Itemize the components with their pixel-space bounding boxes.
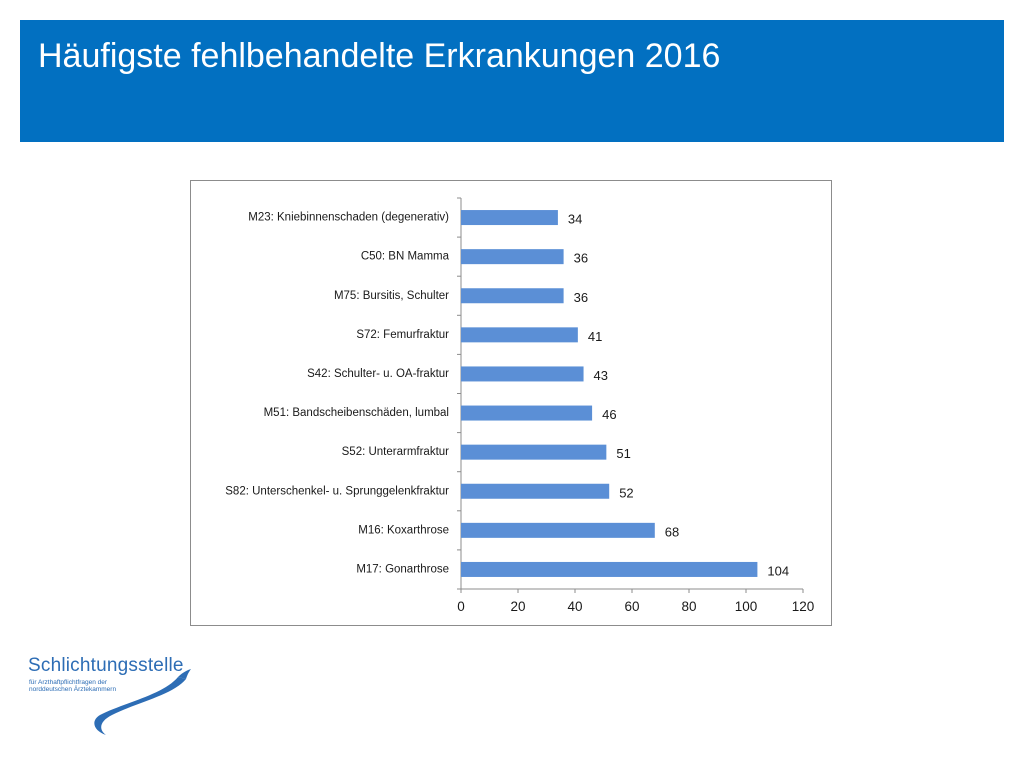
x-tick-label: 100 [735, 599, 758, 614]
logo-swoosh-icon [94, 669, 191, 735]
bar-chart: 0 20 40 60 80 100 120 M23: Kniebinnenschaden (d… [225, 197, 815, 614]
logo-wordmark: Schlichtungsstelle [28, 655, 184, 676]
category-label: M23: Kniebinnenschaden (degenerativ) [248, 212, 449, 224]
category-label: M51: Bandscheibenschäden, lumbal [264, 407, 449, 419]
x-tick-label: 0 [457, 599, 465, 614]
category-label: C50: BN Mamma [361, 251, 450, 263]
logo-subline-1: für Arzthaftpflichtfragen der [29, 679, 108, 686]
bar [461, 327, 578, 343]
value-label: 68 [665, 524, 679, 539]
value-label: 104 [767, 563, 789, 578]
x-tick-label: 40 [567, 599, 582, 614]
category-label: M16: Koxarthrose [358, 524, 449, 536]
value-label: 52 [619, 485, 633, 500]
x-tick-label: 60 [624, 599, 639, 614]
bar [461, 483, 610, 499]
value-label: 34 [568, 212, 582, 227]
category-label: S72: Femurfraktur [356, 329, 449, 341]
chart-frame: 0 20 40 60 80 100 120 M23: Kniebinnenschaden (d… [190, 180, 832, 626]
schlichtungsstelle-logo: Schlichtungsstelle für Arzthaftpflichtfr… [28, 655, 193, 740]
x-tick-label: 20 [510, 599, 525, 614]
x-tick-label: 120 [792, 599, 815, 614]
category-label: S42: Schulter- u. OA-fraktur [307, 368, 449, 380]
bar [461, 444, 607, 460]
value-label: 46 [602, 407, 616, 422]
slide-title: Häufigste fehlbehandelte Erkrankungen 20… [38, 37, 721, 75]
category-label: M17: Gonarthrose [356, 563, 449, 575]
bar [461, 561, 758, 577]
header-band: Häufigste fehlbehandelte Erkrankungen 20… [20, 20, 1004, 142]
logo-subline-2: norddeutschen Ärztekammern [29, 686, 117, 693]
category-label: S82: Unterschenkel- u. Sprunggelenkfrakt… [225, 485, 449, 497]
bar [461, 366, 584, 382]
value-label: 51 [616, 446, 630, 461]
bar [461, 522, 655, 538]
bar [461, 210, 558, 226]
category-label: M75: Bursitis, Schulter [334, 290, 449, 302]
x-tick-label: 80 [681, 599, 696, 614]
value-label: 43 [594, 368, 608, 383]
value-label: 36 [574, 290, 588, 305]
bar [461, 249, 564, 265]
category-label: S52: Unterarmfraktur [342, 446, 450, 458]
value-label: 36 [574, 251, 588, 266]
value-label: 41 [588, 329, 602, 344]
bar [461, 405, 593, 421]
bar [461, 288, 564, 304]
